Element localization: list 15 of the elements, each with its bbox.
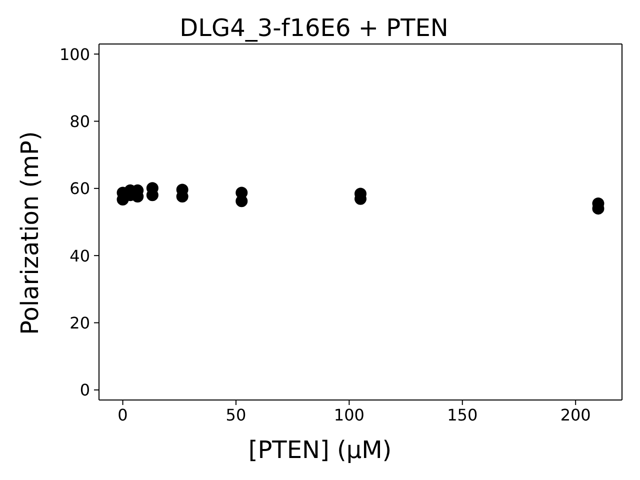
y-tick-label: 100 — [59, 44, 90, 64]
y-tick-label: 40 — [70, 246, 90, 266]
x-tick-label: 100 — [334, 405, 364, 424]
x-tick-label: 50 — [226, 405, 246, 424]
x-tick-label: 200 — [560, 405, 591, 424]
chart-title: DLG4_3-f16E6 + PTEN — [180, 14, 448, 42]
y-tick-label: 60 — [70, 179, 90, 198]
point — [236, 195, 248, 208]
x-axis-title: [PTEN] (μM) — [248, 436, 392, 464]
y-axis-title: Polarization (mP) — [16, 131, 44, 335]
x-tick-label: 150 — [447, 405, 478, 424]
y-tick-label: 80 — [70, 112, 90, 131]
y-tick-label: 20 — [70, 313, 90, 332]
y-tick-label: 0 — [80, 380, 90, 400]
x-tick-label: 0 — [118, 405, 128, 424]
